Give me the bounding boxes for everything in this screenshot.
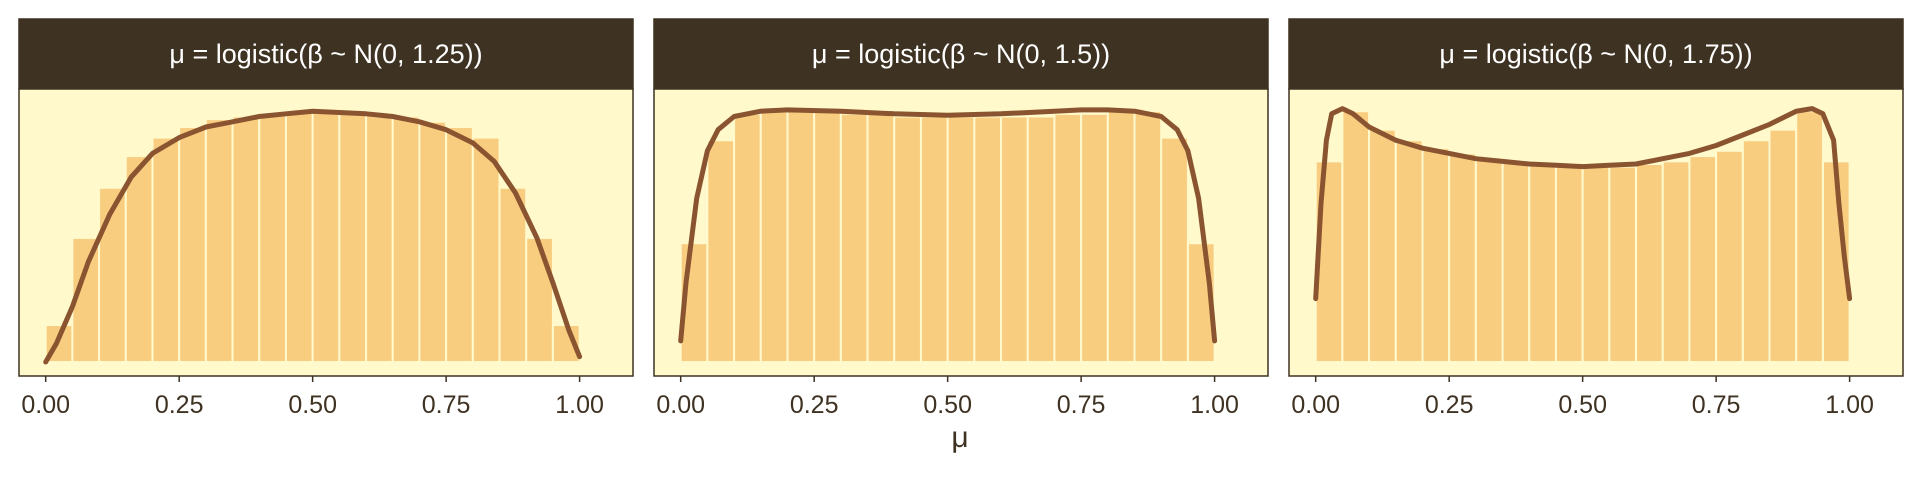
histogram-bar	[706, 139, 736, 363]
histogram-bar	[866, 112, 896, 363]
panel-title: μ = logistic(β ~ N(0, 1.75))	[1439, 39, 1752, 69]
histogram-bar	[1160, 136, 1189, 363]
histogram-bar	[919, 115, 949, 364]
histogram-bar	[1000, 115, 1029, 364]
x-tick-label: 1.00	[555, 391, 604, 419]
x-tick-label: 0.50	[1558, 391, 1607, 419]
histogram-bar	[1341, 110, 1371, 363]
histogram-bar	[1421, 147, 1451, 363]
histogram-bar	[525, 236, 554, 363]
histogram-bar	[1133, 110, 1163, 363]
x-tick-label: 0.00	[21, 391, 70, 419]
plot-frame	[1288, 88, 1904, 377]
histogram-bar	[946, 115, 976, 364]
x-tick-label: 0.75	[422, 391, 471, 419]
x-tick-label: 0.75	[1692, 391, 1741, 419]
chart-panel-2: μ = logistic(β ~ N(0, 1.5)) 0.00 0.25 0.50 0…	[653, 18, 1269, 419]
panel-title: μ = logistic(β ~ N(0, 1.5))	[812, 39, 1110, 69]
density-curve	[43, 108, 583, 365]
histogram-bar	[973, 115, 1003, 364]
histogram-bar	[98, 186, 127, 363]
x-tick-label: 0.25	[155, 391, 204, 419]
histogram-bar	[338, 110, 368, 363]
histogram-bar	[498, 186, 528, 363]
histogram-bar	[1474, 157, 1504, 363]
x-tick-label: 0.25	[790, 391, 839, 419]
x-tick-label: 0.50	[288, 391, 337, 419]
x-tick-label: 0.75	[1057, 391, 1106, 419]
plot-frame	[18, 88, 634, 377]
histogram-bar	[839, 112, 869, 363]
histogram-bar	[733, 112, 762, 363]
histogram-bar	[204, 118, 234, 364]
chart-panel-3: μ = logistic(β ~ N(0, 1.75)) 0.00 0.25 0.50…	[1288, 18, 1904, 419]
histogram-bar	[1581, 165, 1611, 363]
x-tick-label: 0.00	[656, 391, 705, 419]
x-tick-label: 0.25	[1425, 391, 1474, 419]
histogram-bar	[1554, 165, 1584, 363]
histogram-bar	[391, 115, 421, 364]
x-tick-label: 0.00	[1291, 391, 1340, 419]
histogram-bar	[813, 110, 842, 363]
histogram-bar	[1688, 155, 1718, 363]
x-tick-label: 1.00	[1825, 391, 1874, 419]
panel-title: μ = logistic(β ~ N(0, 1.25))	[169, 39, 482, 69]
plot-frame	[653, 88, 1269, 377]
histogram-bar	[284, 110, 314, 363]
chart-panel-1: μ = logistic(β ~ N(0, 1.25)) 0.00 0.25 0.50…	[18, 18, 634, 419]
panel-header	[1288, 18, 1904, 90]
x-tick-label: 0.50	[923, 391, 972, 419]
x-tick-label: 1.00	[1190, 391, 1239, 419]
histogram-bar	[258, 112, 287, 363]
histogram-bar	[231, 115, 261, 364]
panels: μ = logistic(β ~ N(0, 1.25)) 0.00 0.25 0.50…	[18, 18, 1904, 419]
histogram-bar	[1368, 128, 1397, 363]
histogram-bar	[365, 112, 394, 363]
histogram-bar	[418, 120, 448, 364]
histogram-bar	[445, 126, 474, 364]
histogram-bar	[124, 155, 154, 363]
histogram-bar	[893, 115, 922, 364]
panel-header	[18, 18, 634, 90]
histogram-bar	[759, 110, 789, 363]
histogram-bar	[1715, 149, 1744, 363]
figure-x-axis-label: μ	[951, 421, 968, 454]
histogram-bar	[1661, 160, 1691, 363]
histogram-bar	[471, 136, 501, 363]
histogram-bar	[1053, 112, 1083, 363]
histogram-bar	[151, 136, 181, 363]
density-curve	[1313, 106, 1853, 302]
histogram-bar	[1795, 110, 1824, 363]
density-curve	[678, 107, 1218, 344]
histogram-bar	[1106, 110, 1136, 363]
histogram-bar	[1741, 139, 1771, 363]
histogram-bar	[1501, 160, 1531, 363]
panel-header	[653, 18, 1269, 90]
histogram-bar	[1080, 112, 1109, 363]
histogram-bar	[1635, 163, 1664, 363]
histogram-bar	[1608, 165, 1638, 363]
histogram-bar	[1394, 139, 1424, 363]
histogram-bar	[786, 110, 816, 363]
histogram-bar	[1026, 115, 1056, 364]
histogram-bar	[1448, 152, 1477, 363]
histogram-bar	[178, 126, 207, 364]
histogram-bar	[311, 110, 341, 363]
histogram-bar	[1768, 128, 1798, 363]
histogram-bar	[1528, 163, 1557, 363]
